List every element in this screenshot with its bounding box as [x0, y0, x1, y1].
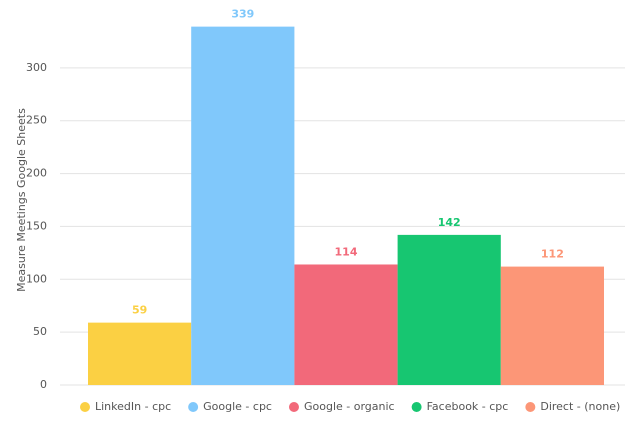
y-tick-label: 300 — [26, 61, 47, 74]
legend-marker — [525, 402, 536, 412]
value-label: 114 — [335, 245, 358, 258]
y-tick-label: 0 — [40, 378, 47, 391]
value-label: 142 — [438, 216, 461, 229]
bar — [191, 26, 295, 385]
bar — [88, 322, 192, 385]
legend-label: Google - organic — [304, 400, 395, 413]
legend-label: Facebook - cpc — [427, 400, 509, 413]
value-label: 339 — [231, 8, 254, 21]
bar — [500, 266, 604, 385]
legend-marker — [411, 402, 422, 412]
y-tick-label: 200 — [26, 167, 47, 180]
y-tick-label: 100 — [26, 272, 47, 285]
legend-marker — [288, 402, 299, 412]
bar — [294, 264, 398, 385]
legend-marker — [80, 402, 90, 412]
y-tick-label: 150 — [26, 219, 47, 232]
bar — [397, 234, 501, 385]
legend-label: Direct - (none) — [540, 400, 620, 413]
legend-label: Google - cpc — [203, 400, 272, 413]
y-tick-label: 50 — [33, 325, 47, 338]
y-axis-label: Measure Meetings Google Sheets — [15, 108, 28, 292]
value-label: 112 — [541, 248, 564, 261]
value-label: 59 — [132, 304, 147, 317]
legend-marker — [188, 402, 199, 412]
y-tick-label: 250 — [26, 114, 47, 127]
legend-label: LinkedIn - cpc — [95, 400, 171, 413]
